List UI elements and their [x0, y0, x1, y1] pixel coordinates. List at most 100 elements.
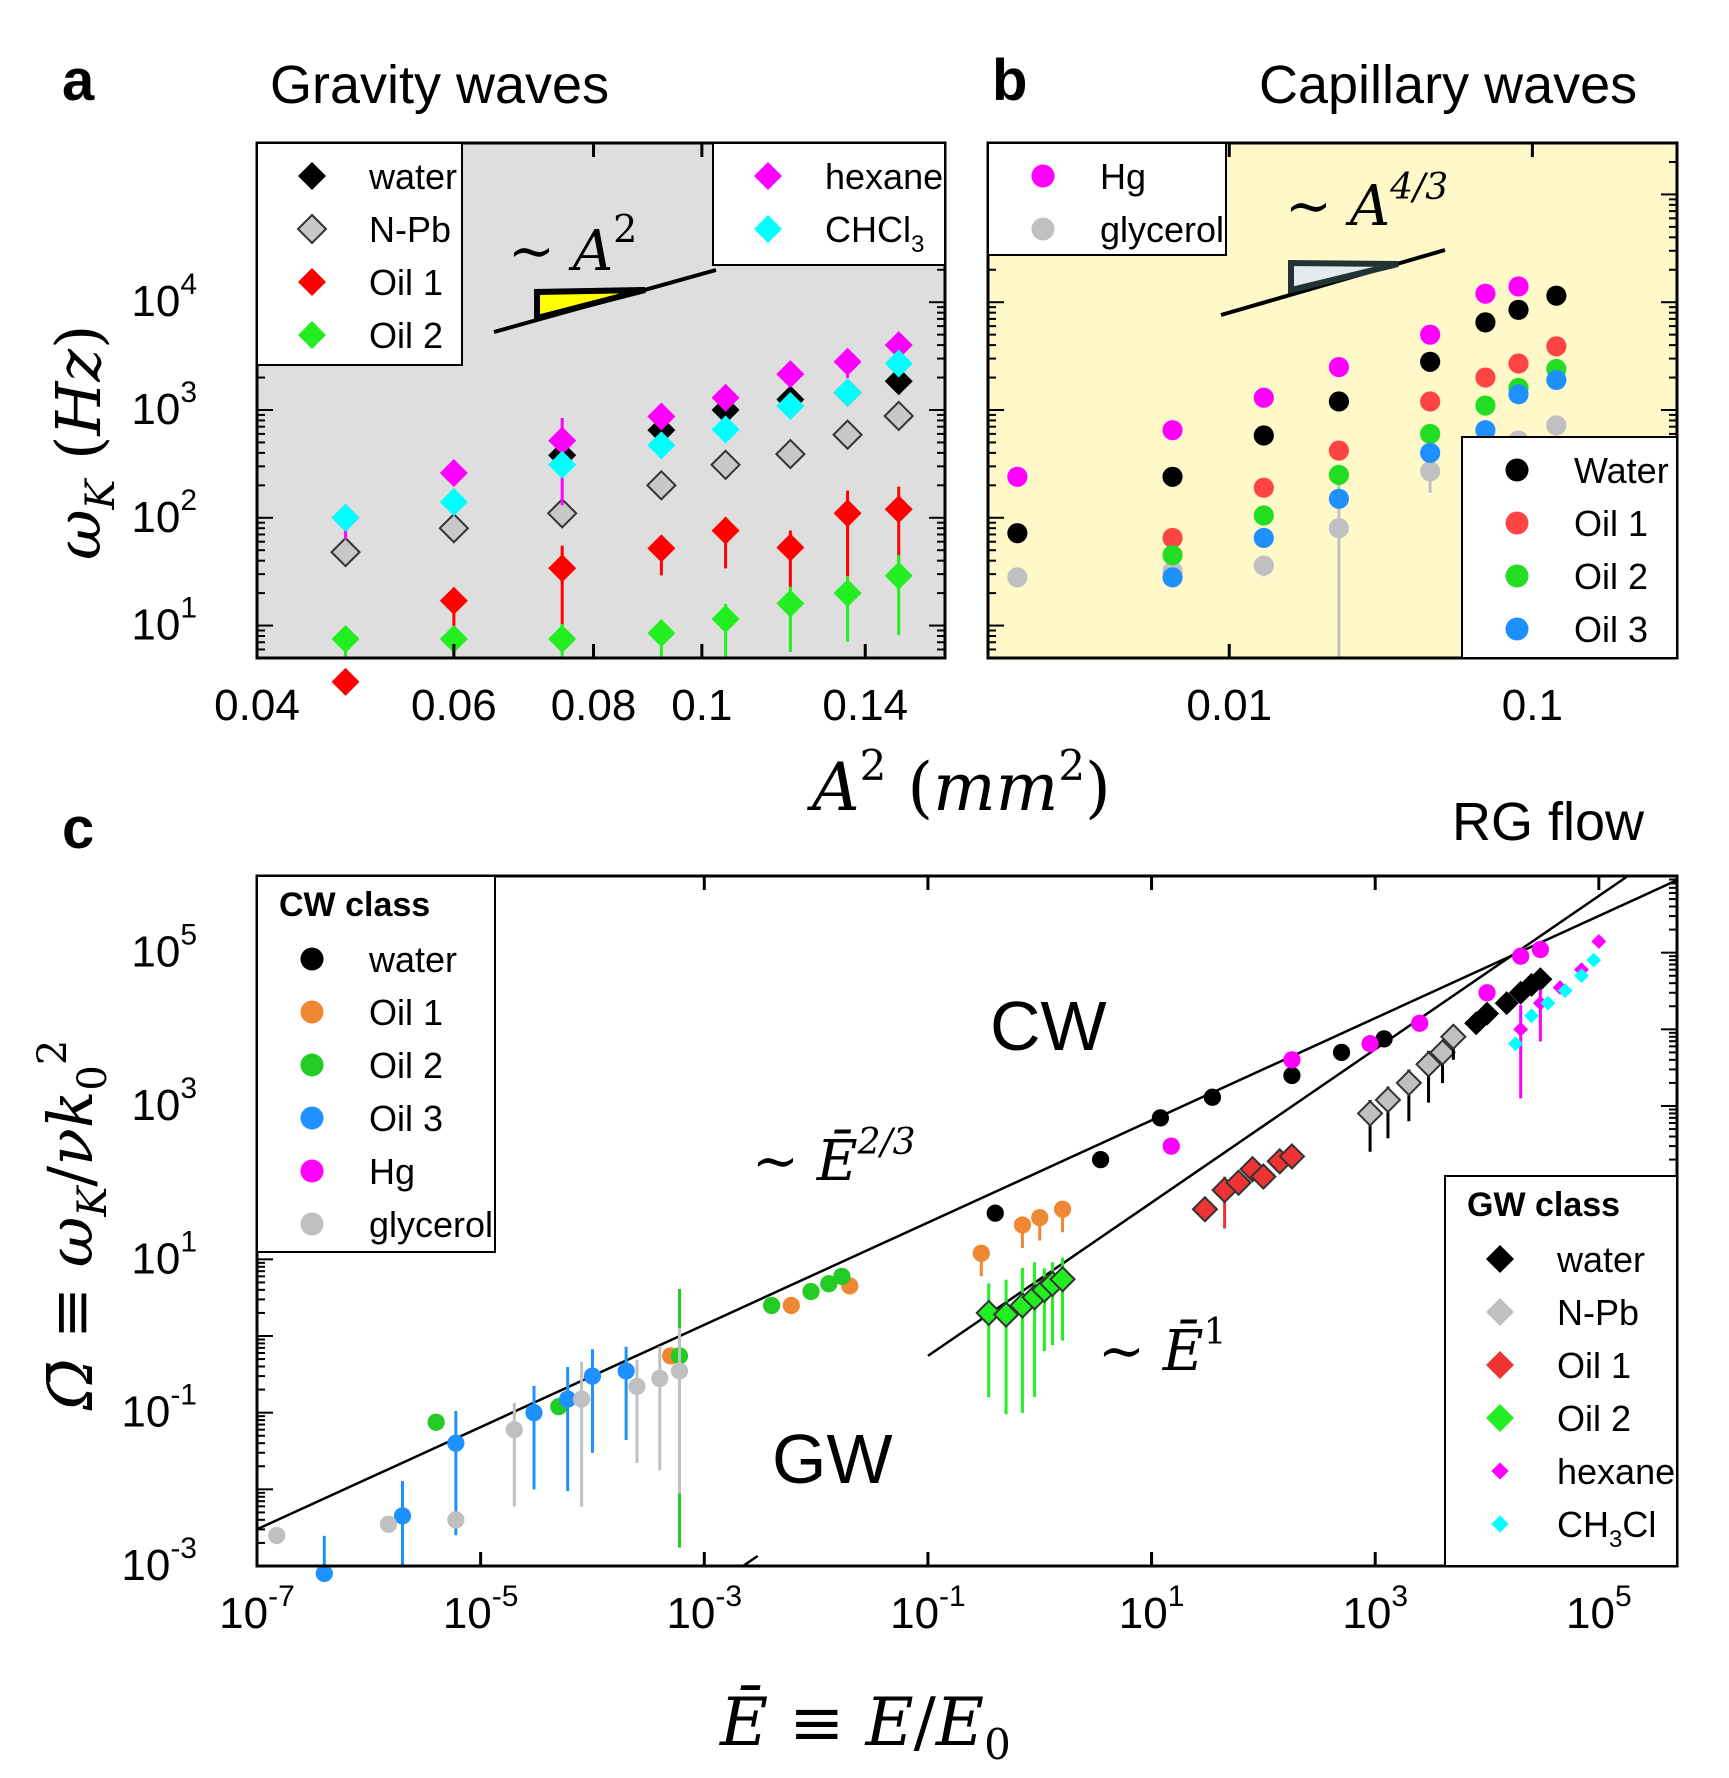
- point-oil-1-3: [1420, 391, 1441, 412]
- point-oil-1-5: [1508, 353, 1529, 374]
- legend-c2-marker-oil-2: [1486, 1404, 1514, 1432]
- point-gw-oil-1-4: [1249, 1163, 1277, 1191]
- point-oil-3-2: [1328, 488, 1349, 509]
- legend-a1-label-oil-1: Oil 1: [369, 262, 443, 303]
- legend-c2-label-hexane: hexane: [1557, 1451, 1675, 1492]
- panel-b: b Capillary waves 0.01 0.1 ∼ A4/3 Hgglyce…: [986, 48, 1679, 730]
- point-cw-hg-3: [1411, 1014, 1429, 1032]
- point-water-6: [1508, 299, 1529, 320]
- point-cw-oil-1-4: [1013, 1216, 1032, 1234]
- legend-c2-marker-n-pb: [1486, 1298, 1514, 1326]
- legend-b2-label-oil-3: Oil 3: [1574, 609, 1648, 650]
- point-cw-hg-6: [1531, 940, 1550, 959]
- point-cw-oil-1-6: [1053, 1200, 1072, 1218]
- point-oil-1-1: [1253, 477, 1274, 498]
- xtick-exp-c-3: -1: [939, 1580, 966, 1613]
- point-hg-1: [1162, 420, 1183, 441]
- point-hexane-6: [833, 347, 862, 376]
- point-hg-0: [1007, 466, 1028, 487]
- point-gw-oil-2-0: [975, 1299, 1003, 1327]
- point-water-5: [1475, 312, 1496, 333]
- panel-c-xlabel: Ē ≡ E/E0: [719, 1684, 1011, 1769]
- point-hg-6: [1508, 276, 1529, 297]
- point-n-pb-5: [774, 438, 806, 470]
- point-water-3: [1328, 391, 1349, 412]
- point-n-pb-4: [710, 449, 741, 481]
- ytick-exp-c-1: -1: [170, 1379, 197, 1412]
- legend-a1-label-n-pb: N-Pb: [369, 209, 451, 250]
- point-gw-ch3cl-0: [1508, 1036, 1524, 1052]
- legend-b2-label-oil-2: Oil 2: [1574, 556, 1648, 597]
- point-oil-1-5: [776, 533, 805, 562]
- point-gw-oil-1-6: [1278, 1143, 1306, 1170]
- point-oil-2-2: [1328, 464, 1349, 485]
- point-gw-ch3cl-3: [1557, 983, 1573, 999]
- xtick-label-b-1: 0.1: [1502, 681, 1563, 730]
- point-oil-3-4: [1475, 420, 1496, 441]
- point-hg-4: [1420, 324, 1441, 345]
- xtick-label-c-1: 10-5: [443, 1580, 519, 1638]
- legend-b1-marker-glycerol: [1031, 217, 1055, 241]
- shared-xlabel-unit: mm: [933, 749, 1058, 826]
- legend-c2-sub-ch3cl: 3: [1609, 1526, 1622, 1553]
- point-gw-water-1: [1475, 1001, 1500, 1026]
- point-gw-n-pb-4: [1429, 1038, 1456, 1066]
- point-cw-oil-3-4: [559, 1390, 577, 1408]
- legend-c1-marker-oil-3: [300, 1106, 324, 1130]
- ytick-exp-c-0: -3: [170, 1532, 197, 1565]
- ytick-label-a-3: 104: [131, 268, 197, 326]
- point-cw-oil-3-0: [315, 1564, 333, 1583]
- point-oil-2-0: [1162, 545, 1183, 566]
- ytick-label-a-2: 103: [131, 376, 197, 434]
- point-n-pb-3: [645, 469, 677, 501]
- xtick-label-a-4: 0.14: [822, 681, 908, 730]
- point-cw-hg-5: [1512, 947, 1530, 965]
- xtick-label-a-1: 0.06: [411, 681, 497, 730]
- point-oil-2-4: [711, 605, 740, 634]
- xtick-exp-c-6: 5: [1615, 1580, 1632, 1613]
- point-hg-3: [1328, 357, 1349, 378]
- panel-a-title: Gravity waves: [270, 55, 609, 115]
- ytick-exp-a-0: 1: [180, 592, 197, 625]
- point-oil-3-5: [1508, 384, 1529, 405]
- panel-a-marks: [330, 331, 915, 696]
- point-hexane-5: [776, 360, 805, 389]
- point-gw-oil-1-0: [1191, 1195, 1219, 1223]
- point-chcl3-6: [833, 378, 862, 407]
- fit-line-2: [742, 1554, 759, 1568]
- legend-a1-marker-n-pb: [296, 213, 328, 245]
- point-chcl3-4: [711, 415, 740, 444]
- ytick-exp-a-3: 4: [180, 268, 197, 301]
- panel-a-legend-2: hexane CHCl3: [712, 142, 946, 266]
- point-cw-oil-2-5: [820, 1275, 838, 1293]
- point-cw-glycerol-3: [505, 1421, 523, 1439]
- panel-c: c RG flow 10-7 10-5 10-3 10-1 101 103 105 10-3 1…: [30, 792, 1679, 1769]
- point-oil-1-1: [439, 586, 468, 615]
- point-gw-n-pb-2: [1395, 1069, 1423, 1097]
- point-cw-water-1: [1091, 1150, 1110, 1169]
- point-cw-oil-2-4: [802, 1282, 820, 1301]
- point-gw-n-pb-3: [1415, 1050, 1442, 1078]
- point-gw-n-pb-0: [1356, 1100, 1384, 1127]
- legend-b1-label-hg: Hg: [1100, 156, 1146, 197]
- point-water-0: [1007, 523, 1028, 544]
- point-oil-3-1: [1253, 527, 1274, 549]
- point-cw-oil-3-6: [617, 1362, 635, 1380]
- point-cw-glycerol-7: [670, 1362, 689, 1380]
- xtick-exp-c-5: 3: [1391, 1580, 1408, 1613]
- point-hexane-2: [548, 426, 577, 455]
- legend-c1-label-oil-1: Oil 1: [369, 992, 443, 1033]
- legend-b2-label-oil-1: Oil 1: [1574, 503, 1648, 544]
- legend-c2-tail-ch3cl: Cl: [1622, 1504, 1656, 1545]
- panel-a-legend-1: water N-Pb Oil 1 Oil 2: [256, 142, 463, 366]
- point-water-7: [1546, 285, 1567, 306]
- xtick-label-c-2: 10-3: [666, 1580, 742, 1638]
- point-cw-oil-2-3: [762, 1296, 781, 1315]
- legend-a1-marker-oil-1: [298, 268, 326, 296]
- legend-c1-box: [256, 875, 496, 1253]
- point-cw-oil-3-1: [393, 1507, 412, 1525]
- point-oil-3-0: [1162, 567, 1183, 588]
- shared-xlabel-base: A: [806, 749, 860, 826]
- point-gw-hexane-1: [1532, 995, 1548, 1011]
- panel-b-title: Capillary waves: [1259, 55, 1637, 115]
